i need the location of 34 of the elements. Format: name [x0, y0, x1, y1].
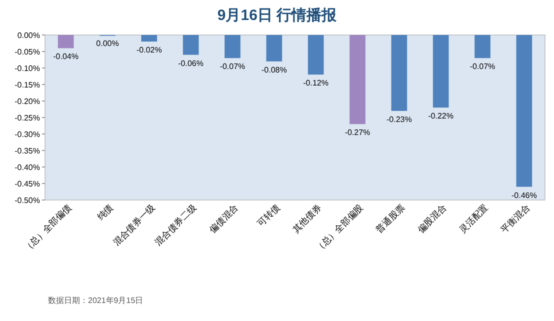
y-tick-label: -0.15% [14, 80, 40, 90]
data-label: -0.23% [386, 114, 412, 124]
data-label: -0.12% [303, 78, 329, 88]
x-tick-label: 偏股混合 [416, 202, 448, 235]
y-tick-label: -0.05% [14, 48, 40, 56]
data-label: 0.00% [96, 39, 119, 48]
data-label: -0.06% [178, 58, 204, 68]
y-tick-label: -0.35% [14, 146, 40, 156]
x-tick-label: 灵活配置 [457, 202, 490, 235]
data-label: -0.08% [261, 65, 287, 74]
y-tick-label: -0.20% [14, 97, 40, 106]
data-label: -0.04% [53, 52, 79, 62]
y-tick-label: -0.45% [14, 180, 40, 188]
y-tick-label: -0.40% [14, 163, 40, 172]
x-tick-label: （总）全部偏债 [22, 202, 74, 254]
y-tick-label: -0.50% [14, 196, 40, 205]
x-tick-label: 纯债 [95, 202, 115, 222]
annotation: 数据日期：2021年9月15日 [48, 296, 144, 305]
x-tick-label: 其他债券 [290, 202, 324, 235]
x-tick-label: 普通股票 [374, 202, 407, 235]
data-label: -0.02% [136, 46, 162, 55]
title: 9月16日 行情播报 [217, 7, 337, 24]
x-tick-label: 可转债 [255, 202, 282, 229]
y-tick-label: 0.00% [17, 31, 40, 40]
y-tick-label: -0.25% [14, 114, 40, 122]
data-label: -0.22% [428, 112, 454, 121]
data-label: -0.07% [470, 62, 496, 72]
y-tick-label: -0.30% [14, 130, 40, 139]
data-label: -0.27% [344, 128, 370, 138]
x-tick-label: 平衡混合 [499, 202, 532, 235]
y-tick-label: -0.10% [14, 64, 40, 73]
x-tick-label: 偏债混合 [207, 202, 240, 235]
data-label: -0.46% [511, 190, 537, 200]
data-label: -0.07% [220, 62, 246, 72]
